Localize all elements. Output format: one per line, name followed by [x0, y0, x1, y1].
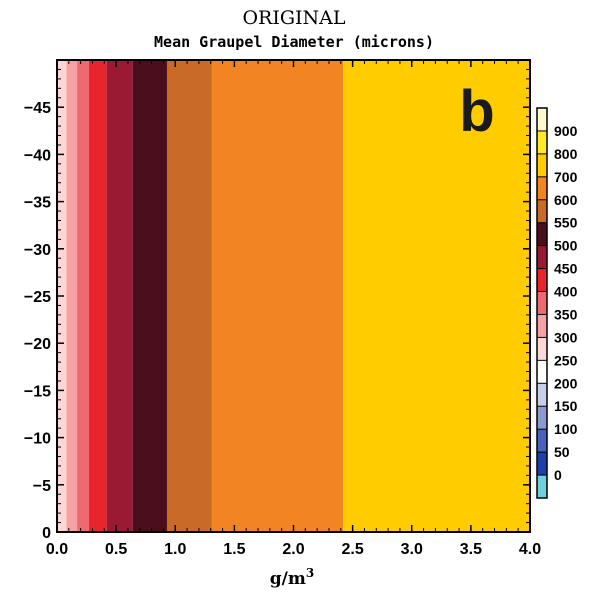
x-axis-title-base: g/m	[270, 569, 306, 589]
y-tick-label: −45	[24, 100, 51, 117]
colorbar-label: 350	[554, 306, 578, 322]
colorbar-swatch	[537, 245, 547, 269]
colorbar-label: 900	[554, 123, 578, 139]
heatmap-bands	[57, 60, 530, 532]
colorbar-swatch	[537, 360, 547, 384]
colorbar-swatch	[537, 199, 547, 223]
colorbar-label: 250	[554, 352, 578, 368]
colorbar-swatch	[537, 429, 547, 453]
colorbar-swatch	[537, 222, 547, 246]
colorbar-swatch	[537, 314, 547, 338]
colorbar-swatch	[537, 406, 547, 430]
colorbar-swatch	[537, 153, 547, 177]
y-axis-ticks: 0 −5 −10 −15 −20 −25 −30 −35 −40 −45	[24, 68, 530, 542]
colorbar: 0 50 100 150 200 250 300 350 400 450 500 550 600 700 8…	[536, 107, 578, 499]
colorbar-swatch	[537, 108, 547, 131]
colorbar-frame	[536, 107, 548, 499]
heatmap-band	[211, 60, 344, 532]
x-tick-label: 0.5	[105, 541, 127, 558]
colorbar-swatch	[537, 176, 547, 200]
heatmap-band	[106, 60, 133, 532]
colorbar-swatch	[537, 452, 547, 476]
colorbar-label: 550	[554, 215, 578, 231]
x-axis-title: g/m3	[270, 566, 314, 589]
colorbar-label: 700	[554, 169, 578, 185]
heatmap-band	[132, 60, 167, 532]
colorbar-label: 800	[554, 146, 578, 162]
y-tick-label: −35	[24, 195, 51, 212]
colorbar-label: 0	[554, 467, 562, 483]
plot-frame	[56, 59, 531, 533]
heatmap-band	[66, 60, 78, 532]
heatmap-band	[77, 60, 89, 532]
y-tick-label: −10	[24, 431, 51, 448]
y-tick-label: −30	[24, 242, 51, 259]
colorbar-swatch	[537, 337, 547, 361]
colorbar-swatch	[537, 291, 547, 315]
colorbar-swatch	[537, 383, 547, 407]
y-tick-label: −40	[24, 147, 51, 164]
colorbar-label: 600	[554, 192, 578, 208]
x-tick-label: 2.0	[282, 541, 304, 558]
chart-title: ORIGINAL	[242, 7, 345, 29]
colorbar-label: 150	[554, 398, 578, 414]
colorbar-label: 100	[554, 421, 578, 437]
y-tick-label: −20	[24, 336, 51, 353]
x-tick-label: 1.0	[164, 541, 186, 558]
x-tick-label: 1.5	[223, 541, 245, 558]
colorbar-label: 450	[554, 261, 578, 277]
x-tick-label: 0.0	[46, 541, 68, 558]
colorbar-swatch	[537, 475, 547, 498]
colorbar-label: 400	[554, 284, 578, 300]
y-tick-label: −15	[24, 383, 51, 400]
panel-label: b	[459, 79, 494, 144]
x-axis-ticks: 0.0 0.5 1.0 1.5 2.0 2.5 3.0 3.5 4.0	[46, 60, 541, 558]
heatmap-band	[88, 60, 107, 532]
heatmap-band	[343, 60, 530, 532]
colorbar-swatch	[537, 130, 547, 154]
colorbar-label: 200	[554, 375, 578, 391]
colorbar-label: 300	[554, 329, 578, 345]
x-tick-label: 3.5	[460, 541, 482, 558]
heatmap-band	[166, 60, 212, 532]
colorbar-label: 50	[554, 444, 570, 460]
y-tick-label: −25	[24, 289, 51, 306]
colorbar-swatch	[537, 268, 547, 292]
x-axis-title-superscript: 3	[306, 566, 314, 580]
y-tick-label: −5	[33, 478, 51, 495]
x-tick-label: 4.0	[519, 541, 541, 558]
colorbar-label: 500	[554, 238, 578, 254]
chart-subtitle: Mean Graupel Diameter (microns)	[154, 33, 434, 51]
x-tick-label: 3.0	[401, 541, 423, 558]
x-tick-label: 2.5	[342, 541, 364, 558]
y-tick-label: 0	[42, 525, 51, 542]
